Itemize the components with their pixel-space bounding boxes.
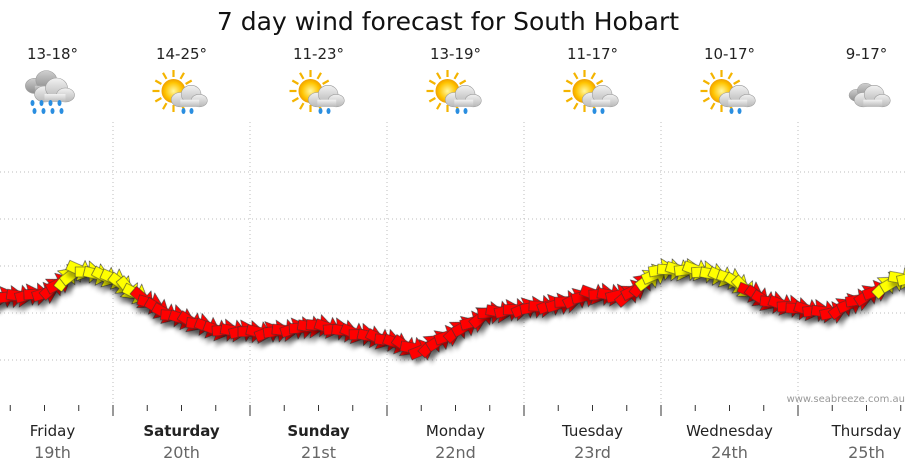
sun-cloud-rain-icon — [700, 70, 756, 114]
time-axis-ticks — [9, 405, 902, 416]
day-date: 25th — [848, 443, 885, 462]
sun-cloud-rain-icon — [152, 70, 208, 114]
watermark: www.seabreeze.com.au — [787, 394, 905, 405]
day-name: Wednesday — [686, 422, 773, 440]
temperature-range: 14-25° — [156, 45, 207, 63]
cloud-icon — [848, 83, 891, 108]
day-name: Friday — [30, 422, 76, 440]
chart-title: 7 day wind forecast for South Hobart — [217, 7, 679, 36]
grid — [0, 122, 905, 405]
temperature-range: 13-18° — [27, 45, 78, 63]
day-labels: Friday 19th Saturday 20th Sunday 21st Monday 22… — [30, 422, 902, 462]
wind-arrow-series — [0, 257, 905, 361]
sun-cloud-rain-icon — [289, 70, 345, 114]
day-date: 24th — [711, 443, 748, 462]
day-name: Saturday — [143, 422, 220, 440]
temperature-range: 9-17° — [846, 45, 888, 63]
temperature-range: 11-17° — [567, 45, 618, 63]
heavy-rain-cloud-icon — [25, 70, 75, 114]
temperature-row: 13-18° 14-25° 11-23° 13-19° 11-17° 10-17° 9-17… — [27, 45, 887, 63]
day-date: 22nd — [435, 443, 476, 462]
sun-cloud-rain-icon — [426, 70, 482, 114]
temperature-range: 13-19° — [430, 45, 481, 63]
temperature-range: 11-23° — [293, 45, 344, 63]
day-date: 20th — [163, 443, 200, 462]
weather-icon-row — [25, 70, 891, 114]
day-name: Tuesday — [561, 422, 623, 440]
day-name: Sunday — [287, 422, 350, 440]
day-name: Thursday — [831, 422, 902, 440]
day-date: 23rd — [574, 443, 611, 462]
wind-arrow — [896, 266, 905, 290]
temperature-range: 10-17° — [704, 45, 755, 63]
sun-cloud-rain-icon — [563, 70, 619, 114]
day-date: 21st — [301, 443, 336, 462]
day-date: 19th — [34, 443, 71, 462]
day-name: Monday — [426, 422, 485, 440]
